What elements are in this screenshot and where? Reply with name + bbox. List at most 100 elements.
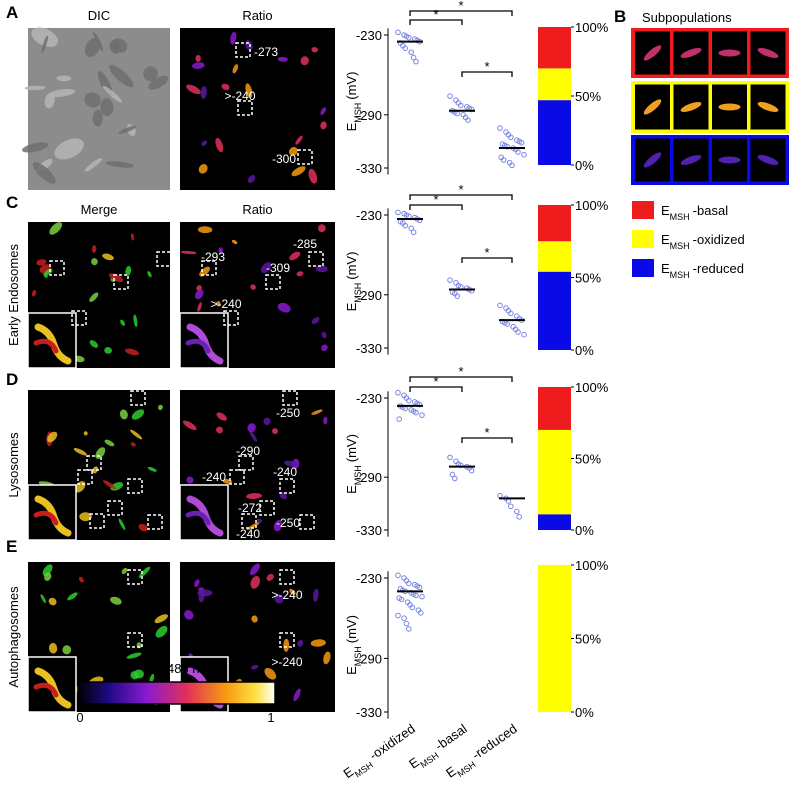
cell-blob [125,265,132,276]
significance-bracket [409,386,463,392]
cell-blob [48,597,57,606]
significance-bracket [409,194,513,200]
y-tick-label: -290 [356,108,382,123]
data-point [406,34,412,41]
cell-blob [147,270,152,278]
data-point [419,593,425,600]
legend-entry-suffix: -basal [693,203,729,218]
roi-label: -309 [266,261,290,275]
data-point [396,416,403,422]
data-point [509,162,515,169]
cell-blob [216,412,227,421]
cell-blob [247,175,256,184]
cell-blob [83,431,88,436]
composition-tick-label: 50% [575,89,601,104]
roi-box [265,274,281,290]
cell-blob [109,39,121,54]
cell-blob [260,262,272,274]
cell-blob [196,285,202,291]
cell-blob [231,239,238,245]
roi-box [127,569,143,585]
cell-blob [44,572,52,581]
roi-box [241,513,257,529]
data-point [402,222,409,229]
y-axis-label-main: E [344,485,359,494]
composition-tick-label: 100% [575,558,609,573]
significance-label: * [484,59,489,74]
cell-blob [194,579,200,588]
y-tick-label: -330 [356,705,382,720]
data-point [419,412,425,418]
cell-blob [118,125,137,134]
panel-letter: C [6,193,18,212]
y-axis-label-main: E [344,302,359,311]
cell-blob [216,301,221,307]
roi-box [223,310,239,326]
roi-label: >-240 [271,655,302,669]
significance-label: * [458,0,463,13]
y-tick-label: -330 [356,161,382,176]
cell-blob [194,289,204,300]
roi-box [71,310,87,326]
cell-blob [247,423,256,433]
data-point [508,503,514,510]
cell-blob [321,344,328,351]
cell-blob [24,85,46,91]
inset-object [33,338,59,354]
cell-blob [130,671,139,680]
cell-blob [192,62,205,69]
cell-blob [184,610,194,620]
cell-blob [62,645,72,655]
data-point [454,293,461,299]
roi-label: -290 [236,444,260,458]
image-title: Ratio [242,202,272,217]
legend-entry-sub: MSH [670,241,690,251]
data-point [395,209,401,216]
significance-label: * [433,374,438,389]
data-point [516,514,523,520]
cell-blob [183,420,197,431]
data-point [413,58,419,65]
y-axis-label-sub: MSH [353,646,363,666]
y-axis-label-suffix: (mV) [344,434,359,462]
y-axis-label: EMSH (mV) [344,615,363,675]
data-point [408,225,415,232]
data-point [447,93,453,99]
data-point [518,139,525,146]
cell-blob [246,493,262,500]
cell-blob [92,109,103,127]
cell-blob [245,83,253,98]
cell-blob [249,430,258,442]
cell-blob [121,567,128,575]
cell-blob [120,319,126,326]
significance-bracket [461,257,513,263]
roi-box [127,478,143,494]
category-label-sub: MSH [455,759,477,779]
composition-tick-label: 50% [575,271,601,286]
cell-blob [40,594,47,604]
data-point [468,467,475,474]
data-point [515,149,521,155]
composition-tick-label: 0% [575,158,594,173]
cell-blob [256,518,263,523]
row-label: Autophagosomes [6,586,21,688]
cell-blob [125,348,139,356]
cell-blob [215,137,224,153]
data-point [508,310,514,317]
cell-blob [102,85,123,103]
cell-blob [296,271,304,277]
data-point [403,620,410,627]
significance-label: * [484,425,489,440]
cell-blob [295,135,303,145]
y-tick-label: -330 [356,341,382,356]
roi-box [259,500,275,516]
data-point [497,125,503,131]
composition-segment [538,68,571,101]
data-point [401,615,407,622]
y-tick-label: -290 [356,288,382,303]
composition-tick-label: 50% [575,632,601,647]
cell-blob [32,162,56,184]
roi-box [308,251,324,267]
cell-blob [186,84,201,95]
panel-letter: D [6,370,18,389]
